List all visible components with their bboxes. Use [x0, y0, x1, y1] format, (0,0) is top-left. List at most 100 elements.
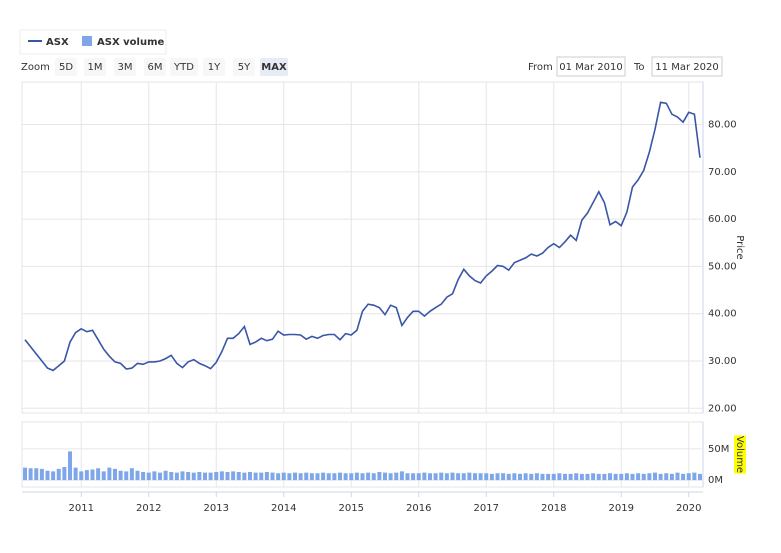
- volume-bar: [101, 471, 106, 481]
- volume-bar: [315, 473, 320, 481]
- zoom-button-label[interactable]: 6M: [148, 62, 163, 73]
- volume-bar: [546, 473, 551, 481]
- volume-bar: [557, 473, 562, 481]
- volume-bar: [56, 468, 61, 481]
- volume-bar: [304, 472, 309, 481]
- zoom-button-label[interactable]: 3M: [118, 62, 133, 73]
- volume-bar: [473, 473, 477, 481]
- volume-bar: [34, 468, 39, 481]
- zoom-button[interactable]: [233, 58, 255, 76]
- volume-bar: [264, 472, 269, 481]
- zoom-button-label[interactable]: 1M: [88, 62, 103, 73]
- volume-bar: [669, 473, 674, 481]
- volume-bar: [591, 473, 596, 481]
- volume-bar: [456, 473, 461, 481]
- volume-bar: [681, 473, 686, 481]
- volume-bar: [23, 467, 27, 481]
- from-label: From: [528, 62, 553, 73]
- zoom-button-label[interactable]: 5Y: [238, 62, 251, 73]
- volume-bar: [259, 472, 264, 481]
- volume-bar: [326, 473, 331, 481]
- highlight: [734, 435, 746, 474]
- volume-bar: [51, 471, 56, 481]
- volume-bar: [214, 472, 219, 481]
- volume-bar: [248, 472, 252, 481]
- zoom-button[interactable]: [203, 58, 225, 76]
- volume-bar: [68, 451, 72, 481]
- volume-bar: [534, 473, 539, 481]
- volume-bar: [641, 473, 646, 481]
- volume-bar: [90, 469, 95, 481]
- x-tick-label: 2018: [541, 503, 566, 514]
- volume-bar: [293, 472, 297, 481]
- volume-bar: [338, 472, 342, 481]
- volume-bar: [113, 468, 117, 481]
- from-value[interactable]: 01 Mar 2010: [559, 62, 622, 73]
- volume-bar: [118, 470, 123, 481]
- volume-bar: [39, 468, 44, 481]
- zoom-label: Zoom: [21, 62, 50, 73]
- volume-bar: [529, 473, 534, 481]
- zoom-button[interactable]: [55, 58, 77, 76]
- zoom-button-label[interactable]: 1Y: [208, 62, 221, 73]
- to-input[interactable]: [651, 56, 723, 77]
- volume-bar: [169, 472, 174, 481]
- y-tick-label: 40.00: [708, 309, 737, 320]
- volume-bar: [236, 472, 241, 481]
- volume-bar: [298, 473, 303, 481]
- volume-bar: [518, 473, 522, 481]
- y-axis-label: Volume: [734, 436, 745, 473]
- volume-bar: [332, 473, 337, 481]
- volume-bar: [231, 471, 236, 481]
- volume-bar: [225, 472, 230, 481]
- volume-bar: [658, 473, 663, 481]
- legend-label[interactable]: ASX volume: [97, 37, 164, 48]
- y-tick-label: 50.00: [708, 261, 737, 272]
- zoom-button[interactable]: [84, 58, 106, 76]
- volume-bar: [309, 473, 314, 481]
- volume-bar: [45, 470, 50, 481]
- volume-bar: [624, 473, 629, 481]
- legend-label[interactable]: ASX: [46, 37, 69, 48]
- volume-bar: [129, 468, 134, 481]
- volume-bar: [636, 473, 641, 481]
- volume-bar: [349, 473, 354, 481]
- volume-bar: [619, 473, 624, 481]
- volume-bar: [360, 473, 365, 481]
- x-tick-label: 2017: [474, 503, 499, 514]
- volume-bar: [664, 473, 669, 481]
- zoom-button[interactable]: [260, 58, 288, 76]
- zoom-button[interactable]: [170, 58, 198, 76]
- volume-bar: [478, 473, 483, 481]
- volume-bar: [203, 472, 207, 481]
- volume-bar: [411, 473, 416, 481]
- x-tick-label: 2016: [406, 503, 431, 514]
- volume-bar: [62, 467, 67, 481]
- zoom-button-label[interactable]: YTD: [173, 62, 194, 73]
- volume-bar: [163, 470, 168, 481]
- volume-bar: [158, 472, 162, 481]
- volume-bar: [698, 473, 702, 481]
- volume-bar: [399, 471, 404, 481]
- to-label: To: [633, 62, 645, 73]
- zoom-button[interactable]: [114, 58, 136, 76]
- volume-bar: [197, 472, 202, 481]
- volume-bar: [79, 471, 84, 481]
- zoom-button-label[interactable]: MAX: [261, 62, 287, 73]
- volume-bar: [208, 472, 213, 481]
- volume-bar: [422, 472, 427, 481]
- volume-bar: [585, 473, 590, 481]
- volume-bar: [501, 473, 506, 481]
- x-tick-label: 2012: [136, 503, 161, 514]
- y-tick-label: 0M: [708, 475, 723, 486]
- zoom-button-label[interactable]: 5D: [59, 62, 73, 73]
- volume-bar: [523, 473, 528, 481]
- from-input[interactable]: [556, 56, 626, 77]
- x-tick-label: 2020: [676, 503, 701, 514]
- volume-bar: [383, 472, 387, 481]
- volume-bar: [608, 473, 612, 481]
- zoom-button[interactable]: [144, 58, 166, 76]
- y-tick-label: 50M: [708, 444, 729, 455]
- to-value[interactable]: 11 Mar 2020: [655, 62, 718, 73]
